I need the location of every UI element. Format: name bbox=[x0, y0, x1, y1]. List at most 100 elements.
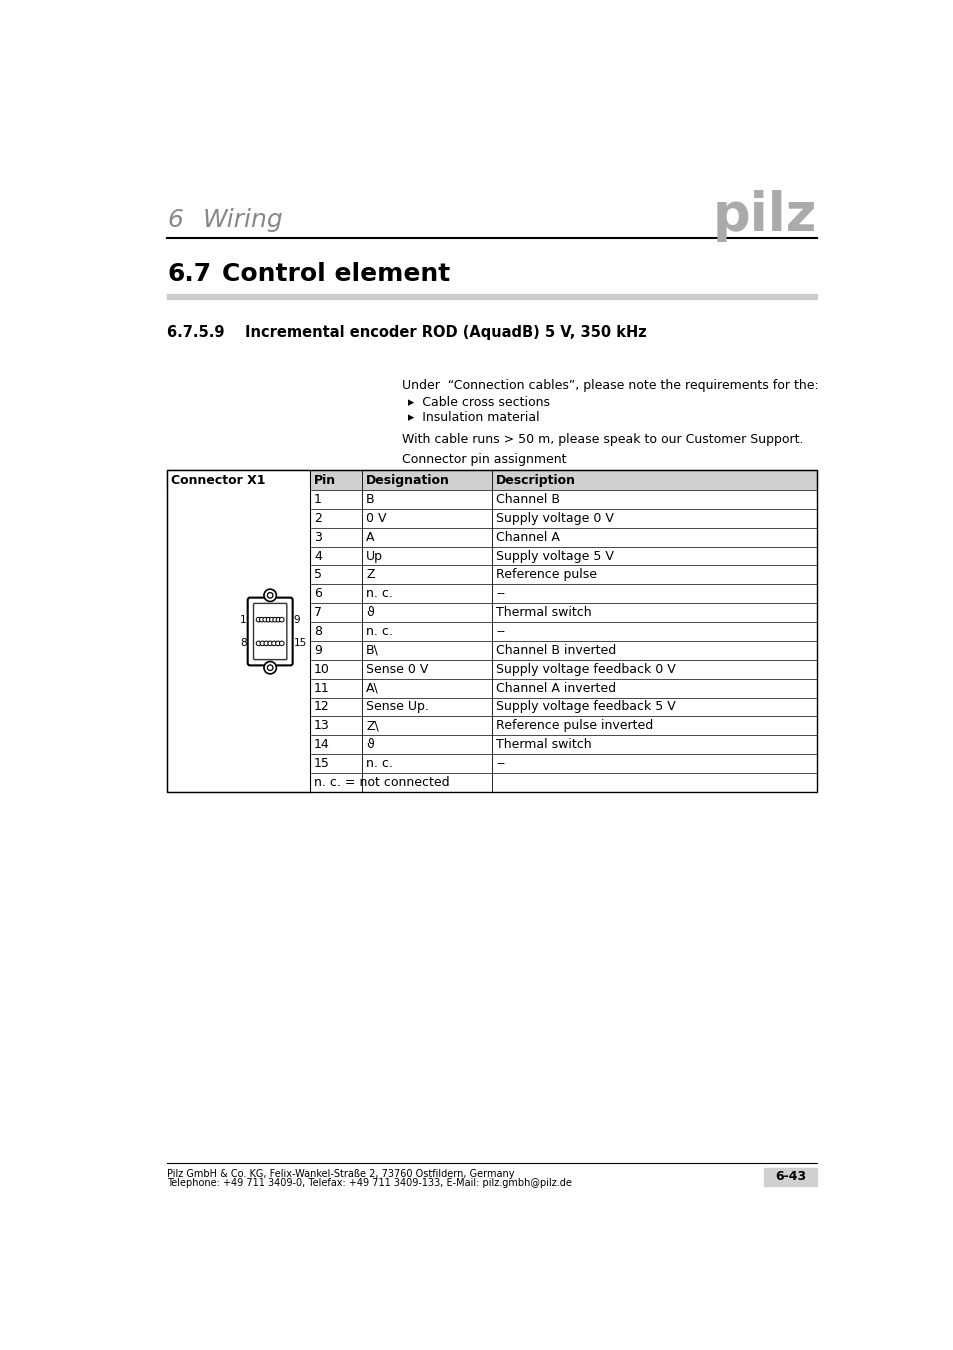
Bar bbox=[167, 470, 816, 490]
Text: A\: A\ bbox=[366, 682, 378, 695]
Bar bbox=[167, 528, 816, 547]
Text: 5: 5 bbox=[314, 568, 322, 582]
Bar bbox=[167, 717, 816, 736]
Text: 8: 8 bbox=[314, 625, 322, 639]
Text: ▸  Cable cross sections: ▸ Cable cross sections bbox=[408, 396, 550, 409]
Text: 15: 15 bbox=[294, 639, 306, 648]
Text: Supply voltage feedback 5 V: Supply voltage feedback 5 V bbox=[496, 701, 675, 713]
Bar bbox=[167, 603, 816, 622]
Text: 14: 14 bbox=[314, 738, 330, 751]
Bar bbox=[167, 603, 816, 622]
Text: Reference pulse: Reference pulse bbox=[496, 568, 597, 582]
Text: Under  “Connection cables”, please note the requirements for the:: Under “Connection cables”, please note t… bbox=[402, 379, 818, 391]
Text: Reference pulse inverted: Reference pulse inverted bbox=[496, 720, 653, 732]
Text: A: A bbox=[366, 531, 375, 544]
Text: n. c. = not connected: n. c. = not connected bbox=[314, 776, 449, 788]
Circle shape bbox=[263, 617, 267, 622]
Text: --: -- bbox=[496, 757, 504, 769]
Text: Thermal switch: Thermal switch bbox=[496, 606, 591, 620]
Circle shape bbox=[256, 641, 260, 645]
Bar bbox=[167, 679, 816, 698]
Text: 7: 7 bbox=[314, 606, 322, 620]
Text: 4: 4 bbox=[314, 549, 321, 563]
Bar bbox=[167, 774, 816, 792]
Circle shape bbox=[268, 641, 273, 645]
Bar bbox=[167, 736, 816, 755]
Text: 0 V: 0 V bbox=[366, 512, 386, 525]
Text: B\: B\ bbox=[366, 644, 378, 657]
Circle shape bbox=[275, 641, 280, 645]
Circle shape bbox=[256, 617, 260, 622]
Circle shape bbox=[267, 666, 273, 671]
Text: 9: 9 bbox=[294, 614, 300, 625]
Text: Pin: Pin bbox=[314, 474, 335, 486]
Text: n. c.: n. c. bbox=[366, 625, 393, 639]
Text: Z: Z bbox=[366, 568, 375, 582]
Bar bbox=[167, 660, 816, 679]
Text: ϑ: ϑ bbox=[366, 738, 374, 751]
Text: Designation: Designation bbox=[366, 474, 450, 486]
Text: Thermal switch: Thermal switch bbox=[496, 738, 591, 751]
Bar bbox=[763, 1168, 816, 1187]
Bar bbox=[167, 294, 816, 300]
Bar bbox=[167, 698, 816, 717]
Text: Up: Up bbox=[366, 549, 382, 563]
Text: B: B bbox=[366, 493, 375, 506]
Bar bbox=[167, 470, 310, 792]
Text: pilz: pilz bbox=[712, 190, 816, 242]
Text: Telephone: +49 711 3409-0, Telefax: +49 711 3409-133, E-Mail: pilz.gmbh@pilz.de: Telephone: +49 711 3409-0, Telefax: +49 … bbox=[167, 1179, 572, 1188]
Bar bbox=[167, 509, 816, 528]
Text: --: -- bbox=[496, 625, 504, 639]
Text: n. c.: n. c. bbox=[366, 757, 393, 769]
Text: Description: Description bbox=[496, 474, 576, 486]
Text: 6.7: 6.7 bbox=[167, 262, 212, 286]
Text: 1: 1 bbox=[314, 493, 321, 506]
Text: Pilz GmbH & Co. KG, Felix-Wankel-Straße 2, 73760 Ostfildern, Germany: Pilz GmbH & Co. KG, Felix-Wankel-Straße … bbox=[167, 1169, 515, 1179]
Text: Supply voltage 0 V: Supply voltage 0 V bbox=[496, 512, 613, 525]
FancyBboxPatch shape bbox=[253, 603, 287, 660]
FancyBboxPatch shape bbox=[248, 598, 293, 666]
Text: 9: 9 bbox=[314, 644, 321, 657]
Text: 10: 10 bbox=[314, 663, 330, 676]
Circle shape bbox=[272, 641, 276, 645]
Text: Supply voltage 5 V: Supply voltage 5 V bbox=[496, 549, 613, 563]
Circle shape bbox=[279, 641, 284, 645]
Circle shape bbox=[260, 641, 265, 645]
Bar bbox=[167, 585, 816, 603]
Bar bbox=[167, 660, 816, 679]
Text: 6.7.5.9    Incremental encoder ROD (AquadB) 5 V, 350 kHz: 6.7.5.9 Incremental encoder ROD (AquadB)… bbox=[167, 325, 646, 340]
Bar bbox=[167, 490, 816, 509]
Bar bbox=[167, 585, 816, 603]
Text: Connector pin assignment: Connector pin assignment bbox=[402, 454, 566, 466]
Bar bbox=[167, 641, 816, 660]
Text: Sense Up.: Sense Up. bbox=[366, 701, 429, 713]
Text: --: -- bbox=[496, 587, 504, 601]
Circle shape bbox=[266, 617, 271, 622]
Text: Channel B inverted: Channel B inverted bbox=[496, 644, 616, 657]
Text: Wiring: Wiring bbox=[202, 208, 283, 232]
Bar bbox=[167, 717, 816, 736]
Text: 1: 1 bbox=[240, 614, 247, 625]
Text: 6-43: 6-43 bbox=[774, 1170, 805, 1184]
Circle shape bbox=[264, 641, 269, 645]
Circle shape bbox=[279, 617, 284, 622]
Text: Channel B: Channel B bbox=[496, 493, 559, 506]
Bar bbox=[167, 566, 816, 585]
Text: 2: 2 bbox=[314, 512, 321, 525]
Text: 3: 3 bbox=[314, 531, 321, 544]
Circle shape bbox=[264, 662, 276, 674]
Circle shape bbox=[267, 593, 273, 598]
Bar bbox=[167, 490, 816, 509]
Bar bbox=[167, 622, 816, 641]
Circle shape bbox=[264, 589, 276, 602]
Bar bbox=[167, 470, 816, 792]
Bar bbox=[167, 528, 816, 547]
Text: ϑ: ϑ bbox=[366, 606, 374, 620]
Bar bbox=[167, 698, 816, 717]
Bar bbox=[167, 509, 816, 528]
Bar bbox=[167, 566, 816, 585]
Bar bbox=[167, 547, 816, 566]
Text: 12: 12 bbox=[314, 701, 330, 713]
Text: ▸  Insulation material: ▸ Insulation material bbox=[408, 412, 539, 424]
Circle shape bbox=[259, 617, 264, 622]
